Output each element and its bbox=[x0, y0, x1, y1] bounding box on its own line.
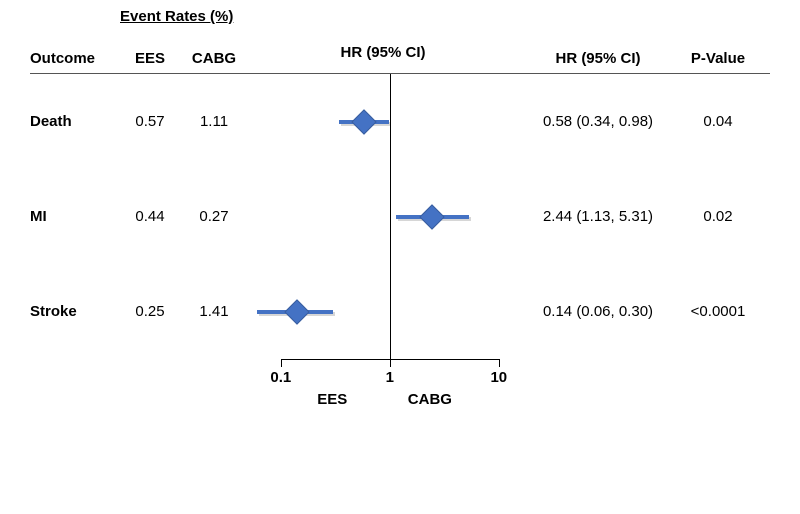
p-value: <0.0001 bbox=[678, 303, 758, 320]
axis-tick-label: 10 bbox=[490, 369, 507, 386]
x-axis: 0.1 1 10 EES CABG bbox=[248, 359, 518, 425]
header-hr-plot-label: HR (95% CI) bbox=[248, 44, 518, 61]
axis-right-group-label: CABG bbox=[408, 391, 452, 408]
ees-value: 0.25 bbox=[120, 303, 180, 320]
hr-text: 2.44 (1.13, 5.31) bbox=[518, 208, 678, 225]
p-value: 0.04 bbox=[678, 113, 758, 130]
point-estimate-diamond-icon bbox=[351, 109, 376, 134]
forest-cell bbox=[248, 264, 518, 359]
axis-row: 0.1 1 10 EES CABG bbox=[30, 359, 770, 425]
hr-text: 0.58 (0.34, 0.98) bbox=[518, 113, 678, 130]
table-row: Stroke0.251.41 0.14 (0.06, 0.30)<0.0001 bbox=[30, 264, 770, 359]
point-estimate-diamond-icon bbox=[419, 204, 444, 229]
event-rates-header: Event Rates (%) bbox=[120, 8, 233, 25]
axis-tick-label: 1 bbox=[386, 369, 394, 386]
header-pvalue: P-Value bbox=[678, 50, 758, 67]
outcome-label: Stroke bbox=[30, 303, 120, 320]
table-row: MI0.440.27 2.44 (1.13, 5.31)0.02 bbox=[30, 169, 770, 264]
hr-text: 0.14 (0.06, 0.30) bbox=[518, 303, 678, 320]
p-value: 0.02 bbox=[678, 208, 758, 225]
axis-tick bbox=[281, 359, 282, 367]
point-estimate-diamond-icon bbox=[284, 299, 309, 324]
cabg-value: 0.27 bbox=[180, 208, 248, 225]
axis-left-group-label: EES bbox=[317, 391, 347, 408]
cabg-value: 1.11 bbox=[180, 113, 248, 130]
ees-value: 0.44 bbox=[120, 208, 180, 225]
header-hr-text: HR (95% CI) bbox=[518, 50, 678, 67]
ees-value: 0.57 bbox=[120, 113, 180, 130]
header-plot: HR (95% CI) bbox=[248, 44, 518, 73]
header-row: Outcome EES CABG HR (95% CI) HR (95% CI)… bbox=[30, 44, 770, 74]
axis-tick bbox=[499, 359, 500, 367]
header-outcome: Outcome bbox=[30, 50, 120, 67]
reference-line bbox=[390, 74, 391, 367]
axis-tick-label: 0.1 bbox=[270, 369, 291, 386]
forest-cell bbox=[248, 169, 518, 264]
forest-cell bbox=[248, 74, 518, 169]
table-row: Death0.571.11 0.58 (0.34, 0.98)0.04 bbox=[30, 74, 770, 169]
outcome-label: Death bbox=[30, 113, 120, 130]
header-cabg: CABG bbox=[180, 50, 248, 67]
outcome-label: MI bbox=[30, 208, 120, 225]
data-rows: Death0.571.11 0.58 (0.34, 0.98)0.04 MI0.44… bbox=[30, 74, 770, 359]
cabg-value: 1.41 bbox=[180, 303, 248, 320]
header-ees: EES bbox=[120, 50, 180, 67]
forest-plot-figure: Event Rates (%) Outcome EES CABG HR (95%… bbox=[0, 0, 800, 514]
